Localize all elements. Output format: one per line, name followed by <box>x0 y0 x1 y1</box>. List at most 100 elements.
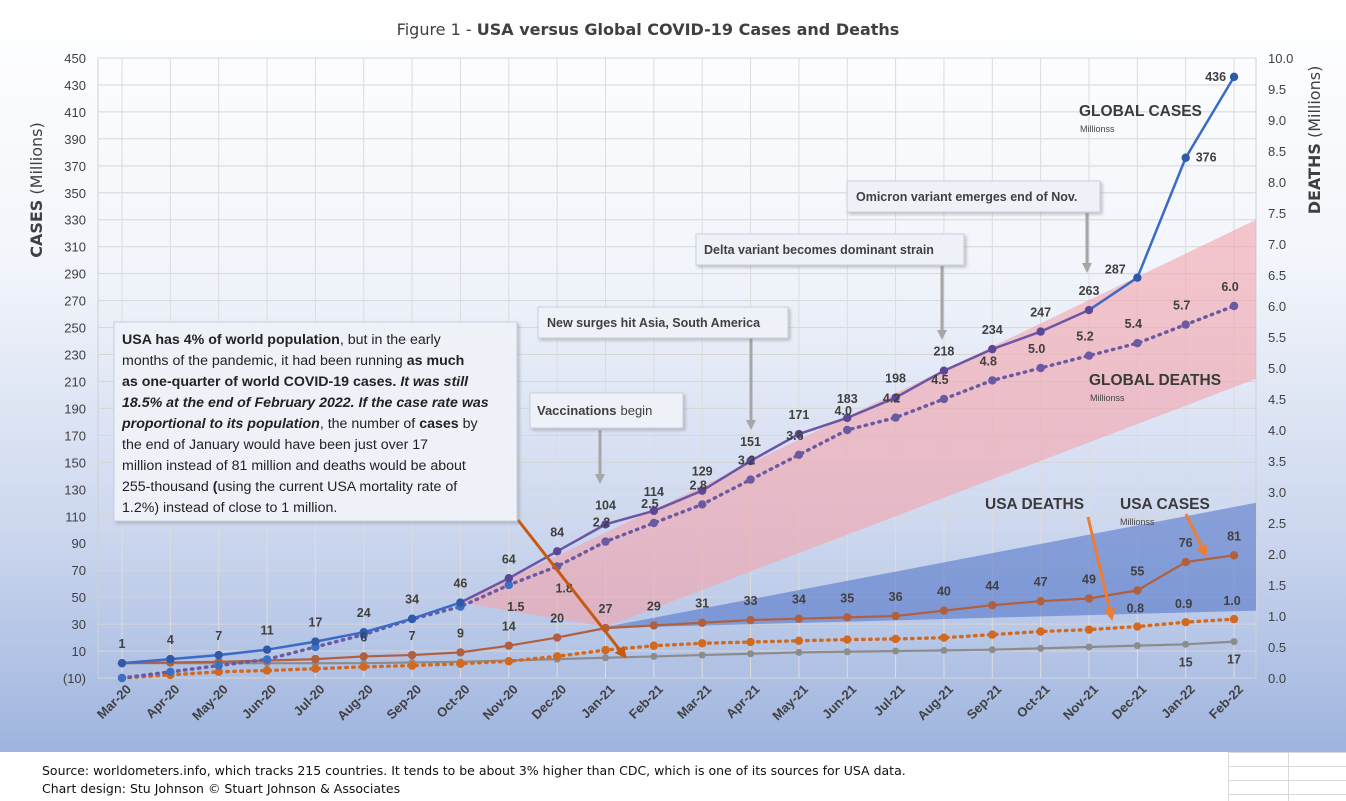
data-point <box>1229 551 1239 560</box>
series-line-global-cases-early <box>121 601 461 665</box>
data-label: 84 <box>550 525 564 539</box>
series-unit-label: Millionss <box>1080 124 1115 134</box>
credit-note: Chart design: Stu Johnson © Stuart Johns… <box>42 781 401 796</box>
y-right-tick-label: 10.0 <box>1268 51 1293 66</box>
note-text: USA has 4% of world population, but in t… <box>121 332 489 516</box>
data-point <box>407 661 417 670</box>
data-label: 5.7 <box>1173 299 1190 313</box>
arrow-note <box>516 519 627 659</box>
annotation-delta: Delta variant becomes dominant strain <box>704 243 934 257</box>
data-point <box>843 635 852 644</box>
y-right-tick-label: 0.5 <box>1268 640 1286 655</box>
note-box <box>113 321 518 522</box>
data-point <box>552 652 562 661</box>
y-axis-left-label: CASES (Millions) <box>27 122 46 258</box>
data-label: 31 <box>695 597 709 611</box>
data-point <box>1084 351 1094 360</box>
data-label: 81 <box>1227 529 1241 543</box>
data-point <box>843 413 852 423</box>
data-point <box>939 366 949 375</box>
data-label: 4.2 <box>883 392 900 406</box>
data-point <box>649 641 659 650</box>
note-text-segment: as one-quarter of world COVID-19 cases. <box>122 374 400 390</box>
data-label: 1.0 <box>1223 594 1240 608</box>
y-right-tick-label: 8.5 <box>1268 144 1286 159</box>
data-point <box>843 648 851 656</box>
data-label: 47 <box>1034 575 1048 589</box>
series-unit-label: Millionss <box>1120 517 1155 527</box>
data-point <box>1084 305 1094 315</box>
data-label: 218 <box>934 345 955 359</box>
data-label: 376 <box>1196 151 1217 165</box>
data-label: 24 <box>357 606 371 620</box>
y-left-tick-label: 70 <box>72 563 86 578</box>
data-label: 2.5 <box>641 497 658 511</box>
data-point <box>407 614 417 623</box>
data-label: 11 <box>260 624 273 638</box>
y-left-tick-label: 10 <box>72 644 86 659</box>
data-point <box>794 429 804 439</box>
arrow-usa-deaths <box>1086 516 1116 621</box>
y-left-tick-label: (10) <box>63 671 86 686</box>
y-right-tick-label: 7.0 <box>1268 237 1286 252</box>
chart-title-main: USA versus Global COVID-19 Cases and Dea… <box>477 20 900 39</box>
annotation-box-omicron <box>846 180 1101 213</box>
y-left-tick-label: 30 <box>72 617 86 632</box>
data-label: 34 <box>405 593 419 607</box>
data-point <box>939 633 949 642</box>
y-left-tick-label: 150 <box>64 455 86 470</box>
y-right-tick-label: 5.0 <box>1268 361 1286 376</box>
data-label: 29 <box>647 599 661 613</box>
y-left-tick-label: 110 <box>65 509 86 524</box>
data-point <box>746 615 755 625</box>
y-left-tick-label: 310 <box>64 240 86 255</box>
data-label: 4.0 <box>835 404 852 418</box>
data-point <box>1229 72 1239 82</box>
data-point <box>843 613 852 622</box>
y-left-tick-label: 130 <box>64 482 86 497</box>
data-label: 0.8 <box>1127 602 1144 616</box>
series-line-4 <box>122 640 1235 665</box>
data-point <box>1181 153 1190 162</box>
data-point <box>359 652 368 661</box>
note-text-segment: , but in the early <box>340 332 442 348</box>
data-point <box>262 655 272 664</box>
data-point <box>1036 327 1045 336</box>
series-name-label: GLOBAL CASES <box>1079 103 1202 120</box>
y-left-tick-label: 330 <box>64 213 86 228</box>
note-text-segment: months of the pandemic, it had been runn… <box>122 353 407 369</box>
data-point <box>649 621 659 630</box>
note-text-segment: million instead of 81 million and deaths… <box>122 458 466 474</box>
note-text-segment: 1.2%) instead of close to 1 million. <box>122 500 337 516</box>
data-label: 5.4 <box>1125 317 1142 331</box>
data-label: 40 <box>937 585 951 599</box>
data-label: 4 <box>167 633 174 647</box>
series-line-global-cases-mid <box>459 308 1090 604</box>
data-point <box>1133 339 1142 348</box>
data-point <box>1182 640 1190 648</box>
data-point <box>940 646 948 654</box>
data-point <box>504 574 513 583</box>
note-text-segment: 18.5% at the end of February 2022. If th… <box>122 395 489 411</box>
data-point <box>1181 320 1190 329</box>
y-right-tick-label: 5.5 <box>1268 330 1286 345</box>
data-point <box>698 500 707 509</box>
data-label: 129 <box>692 465 713 479</box>
data-label: 4.8 <box>980 354 997 368</box>
annotation-box-new-surges <box>537 306 789 339</box>
data-label: 247 <box>1030 306 1051 320</box>
note-text-segment: proportional to its population <box>121 416 320 432</box>
data-point <box>214 667 223 676</box>
y-left-tick-label: 390 <box>64 132 86 147</box>
data-point <box>552 633 562 642</box>
y-right-tick-label: 1.0 <box>1268 609 1286 624</box>
annotation-vaccinations-bold: Vaccinations <box>537 403 616 418</box>
data-point <box>311 654 320 664</box>
data-label: 104 <box>595 498 616 512</box>
note-text-segment: , the number of <box>320 416 419 432</box>
annotation-omicron: Omicron variant emerges end of Nov. <box>856 190 1077 204</box>
data-point <box>1036 596 1045 606</box>
data-point <box>214 661 223 670</box>
data-point <box>504 580 513 590</box>
